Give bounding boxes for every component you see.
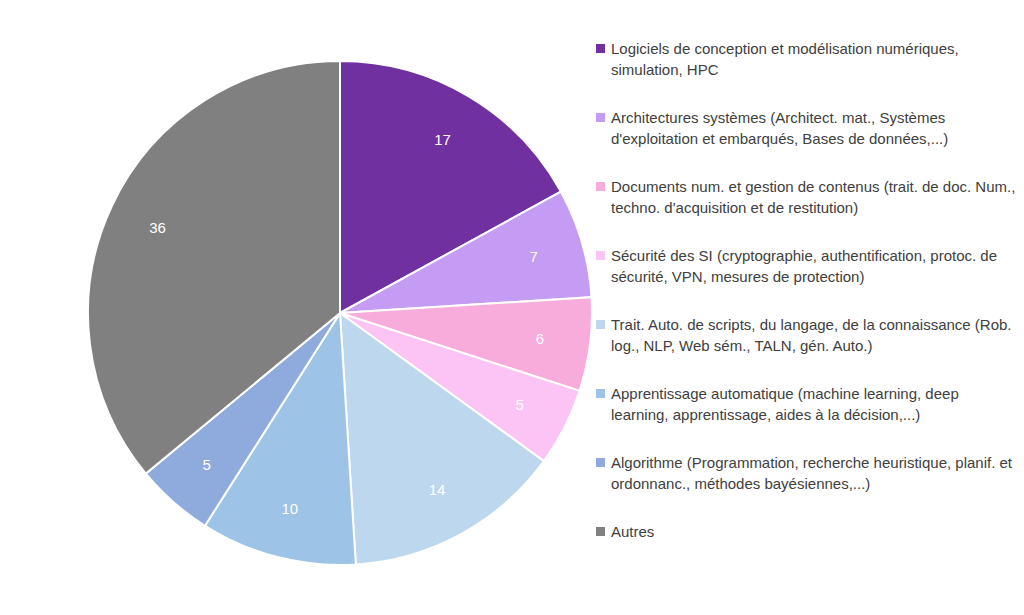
svg-text:5: 5 [203,456,211,473]
html-text:Apprentissage automatique (mac: Apprentissage automatique (machine learn… [611,385,959,423]
svg-text:6: 6 [536,330,544,347]
svg-text:5: 5 [515,396,523,413]
svg-text:14: 14 [429,481,446,498]
html-text:Architectures systèmes (Archit: Architectures systèmes (Architect. mat.,… [611,109,949,147]
html-text:Sécurité des SI (cryptographie: Sécurité des SI (cryptographie, authenti… [611,247,998,285]
svg-text:17: 17 [434,131,451,148]
html-text:Logiciels de conception et mod: Logiciels de conception et modélisation … [611,40,959,78]
svg-text:10: 10 [282,500,299,517]
html-text:Documents num. et gestion de c: Documents num. et gestion de contenus (t… [611,178,1016,216]
html-text:Algorithme (Programmation, rec: Algorithme (Programmation, recherche heu… [611,454,1012,492]
html-text:Autres: Autres [611,523,655,540]
svg-text:36: 36 [149,219,166,236]
svg-text:7: 7 [529,248,537,265]
html-text:Trait. Auto. de scripts, du la: Trait. Auto. de scripts, du langage, de … [611,316,1012,354]
